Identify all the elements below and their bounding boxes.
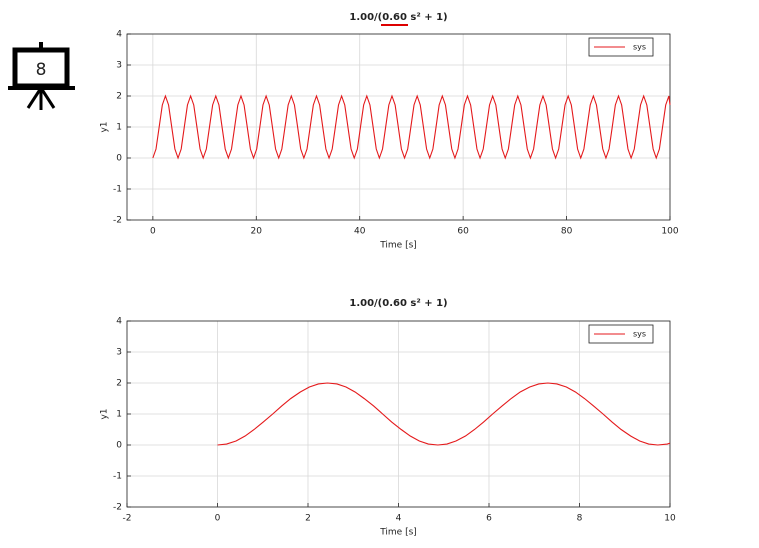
x-tick-label: 2 bbox=[305, 514, 311, 524]
x-tick-label: 20 bbox=[251, 227, 263, 237]
x-tick-label: 0 bbox=[150, 227, 156, 237]
y-tick-label: 2 bbox=[116, 92, 122, 102]
legend-label: sys bbox=[633, 43, 646, 52]
y-axis-label: y1 bbox=[100, 121, 110, 132]
y-tick-label: 0 bbox=[116, 154, 122, 164]
legend-label: sys bbox=[633, 330, 646, 339]
x-tick-label: 10 bbox=[664, 514, 676, 524]
icon-leg bbox=[39, 87, 56, 109]
y-tick-label: 3 bbox=[116, 348, 122, 358]
y-tick-label: 0 bbox=[116, 441, 122, 451]
icon-leg bbox=[26, 87, 43, 109]
y-tick-label: -1 bbox=[113, 472, 122, 482]
x-tick-label: 0 bbox=[215, 514, 221, 524]
y-axis-label: y1 bbox=[100, 408, 110, 419]
y-tick-label: -2 bbox=[113, 503, 122, 513]
x-tick-label: 4 bbox=[396, 514, 402, 524]
presentation-icon: 8 bbox=[8, 42, 75, 110]
x-axis-label: Time [s] bbox=[379, 528, 417, 538]
y-tick-label: -1 bbox=[113, 185, 122, 195]
axes-frame bbox=[126, 33, 671, 221]
y-tick-label: -2 bbox=[113, 216, 122, 226]
y-tick-label: 2 bbox=[116, 379, 122, 389]
x-axis-label: Time [s] bbox=[379, 241, 417, 251]
x-tick-label: -2 bbox=[123, 514, 132, 524]
x-tick-label: 80 bbox=[561, 227, 573, 237]
y-tick-label: 4 bbox=[116, 30, 122, 40]
x-tick-label: 60 bbox=[457, 227, 469, 237]
data-line bbox=[152, 94, 671, 160]
data-line bbox=[217, 382, 671, 446]
icon-label: 8 bbox=[36, 60, 47, 80]
x-tick-label: 40 bbox=[354, 227, 366, 237]
chart-title: 1.00/(0.60 s² + 1) bbox=[349, 12, 447, 23]
y-tick-label: 3 bbox=[116, 61, 122, 71]
chart-title: 1.00/(0.60 s² + 1) bbox=[349, 298, 447, 309]
x-tick-label: 8 bbox=[577, 514, 583, 524]
y-tick-label: 4 bbox=[116, 317, 122, 327]
x-tick-label: 100 bbox=[661, 227, 678, 237]
y-tick-label: 1 bbox=[116, 410, 122, 420]
y-tick-label: 1 bbox=[116, 123, 122, 133]
x-tick-label: 6 bbox=[486, 514, 492, 524]
axes-frame bbox=[126, 320, 671, 508]
